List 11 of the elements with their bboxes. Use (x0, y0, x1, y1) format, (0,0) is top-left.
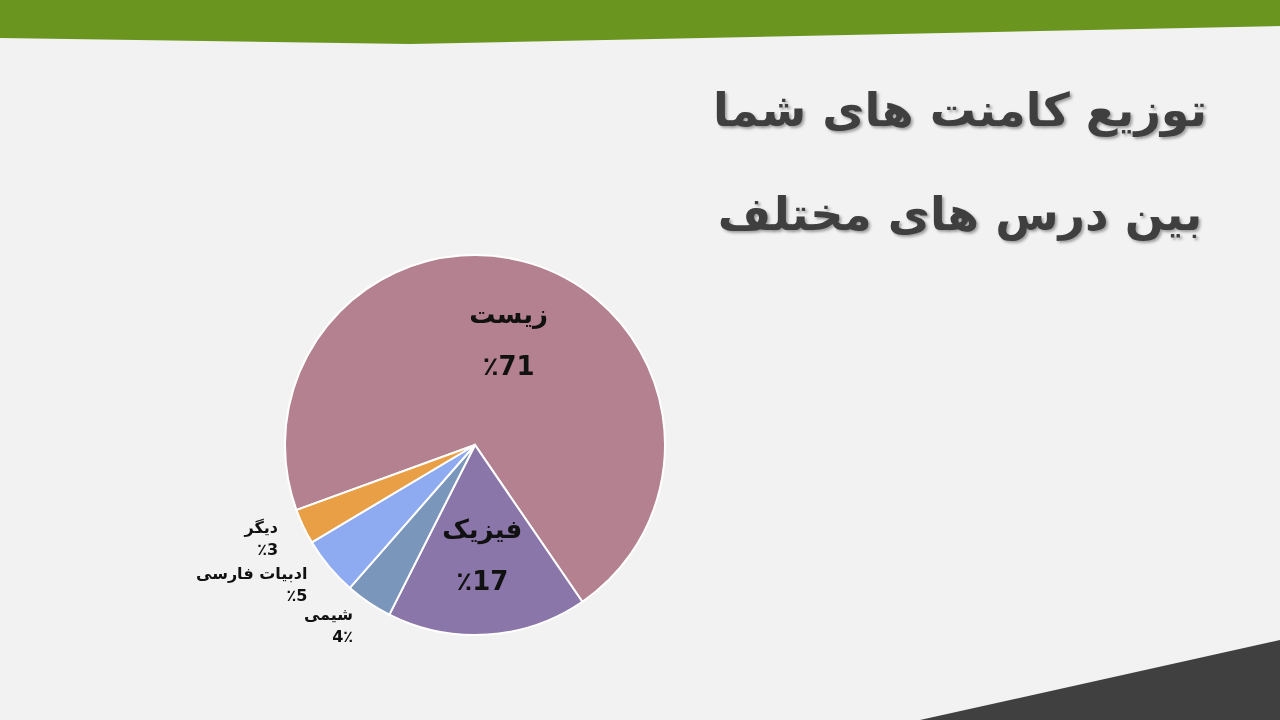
data-label: 4٪ (332, 627, 354, 647)
data-label: ٪17 (456, 565, 509, 596)
data-label: ٪71 (482, 351, 535, 382)
slice-label: زیست (469, 299, 549, 330)
slice-label: ادبیات فارسی (196, 564, 308, 584)
slice-label: دیگر (243, 518, 279, 538)
slice-label: فیزیک (442, 513, 523, 545)
data-label: ٪5 (286, 586, 308, 606)
text: توزیع کامنت های شما بین درس های مختلف (712, 82, 1208, 243)
slice-label: شیمی (303, 605, 354, 625)
data-label: ٪3 (257, 540, 279, 560)
